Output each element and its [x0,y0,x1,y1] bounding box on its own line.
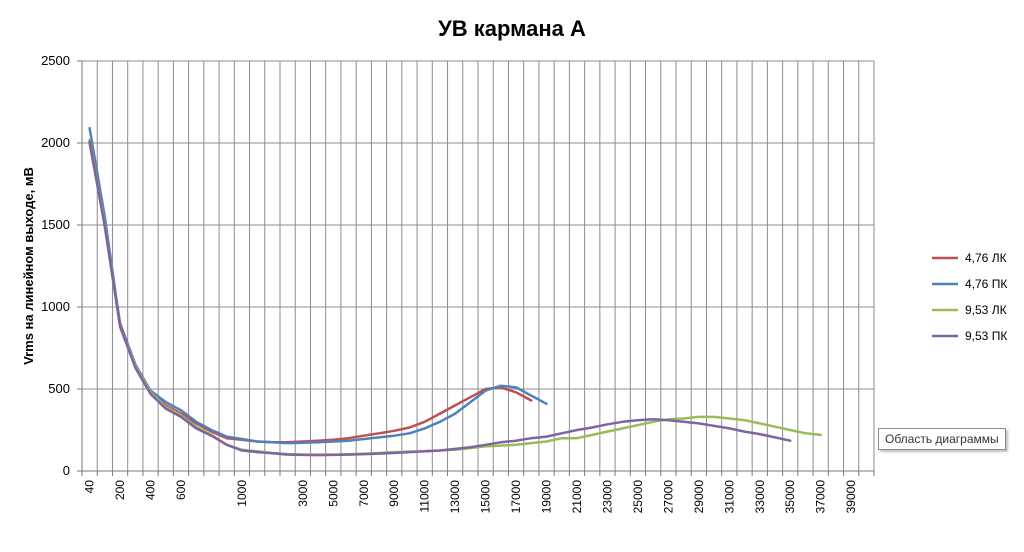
x-tick-label: 13000 [448,480,462,514]
legend-label: 4,76 ПК [965,277,1007,291]
x-tick-label: 600 [174,480,188,500]
x-tick-label: 11000 [418,480,432,513]
x-tick-label: 21000 [570,480,584,514]
x-tick-label: 9000 [387,480,401,507]
legend-label: 9,53 ЛК [965,303,1007,317]
axes [77,60,875,476]
x-tick-label: 200 [113,480,127,500]
x-tick-label: 31000 [722,480,736,514]
x-tick-label: 19000 [540,480,554,514]
x-tick-label: 33000 [753,480,767,514]
y-tick-label: 500 [48,381,70,396]
x-tick-label: 40 [83,480,97,494]
x-tick-label: 39000 [844,480,858,514]
chart-area-tooltip: Область диаграммы [878,428,1006,450]
x-tick-label: 27000 [661,480,675,514]
legend-label: 4,76 ЛК [965,251,1007,265]
x-tick-label: 5000 [326,480,340,507]
x-tick-label: 3000 [296,480,310,507]
x-tick-label: 1000 [235,480,249,507]
y-axis-title: Vrms на линейном выходе, мВ [21,167,36,365]
x-tick-label: 37000 [814,480,828,514]
y-tick-labels: 0 500 1000 1500 2000 2500 [41,53,70,478]
x-tick-label: 29000 [692,480,706,514]
y-tick-label: 1000 [41,299,70,314]
x-tick-label: 23000 [600,480,614,514]
legend-label: 9,53 ПК [965,329,1007,343]
x-tick-label: 25000 [631,480,645,514]
x-tick-label: 35000 [783,480,797,514]
x-tick-label: 7000 [357,480,371,507]
x-tick-label: 400 [144,480,158,500]
y-tick-label: 1500 [41,217,70,232]
series-line-4 [88,140,792,457]
series-line-3 [88,138,822,456]
x-tick-labels: 40 200 400 600 1000 3000 5000 7000 9000 11000 1300… [83,480,859,514]
x-tick-label: 15000 [479,480,493,514]
legend: 4,76 ЛК 4,76 ПК 9,53 ЛК 9,53 ПК [932,251,1007,343]
series-lines [88,126,822,457]
chart-title: УВ кармана А [438,16,586,41]
y-tick-label: 0 [63,463,70,478]
y-tick-label: 2500 [41,53,70,68]
x-tick-label: 17000 [509,480,523,514]
y-tick-label: 2000 [41,135,70,150]
grid [81,60,875,472]
series-line-2 [88,126,548,445]
